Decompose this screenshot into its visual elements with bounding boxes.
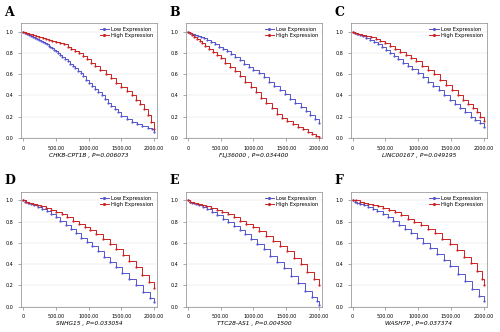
X-axis label: LINC00167 , P=0.049195: LINC00167 , P=0.049195 xyxy=(382,153,456,158)
X-axis label: TTC28-AS1 , P=0.004500: TTC28-AS1 , P=0.004500 xyxy=(216,321,292,326)
Text: A: A xyxy=(4,6,15,19)
Text: D: D xyxy=(4,174,16,187)
Text: F: F xyxy=(334,174,343,187)
Text: B: B xyxy=(170,6,180,19)
Legend: Low Expression, High Expression: Low Expression, High Expression xyxy=(98,26,155,39)
Legend: Low Expression, High Expression: Low Expression, High Expression xyxy=(264,26,320,39)
Text: E: E xyxy=(170,174,179,187)
X-axis label: SNHG15 , P=0.033054: SNHG15 , P=0.033054 xyxy=(56,321,122,326)
Legend: Low Expression, High Expression: Low Expression, High Expression xyxy=(98,195,155,208)
Text: C: C xyxy=(334,6,344,19)
X-axis label: FLJ36000 , P=0.034400: FLJ36000 , P=0.034400 xyxy=(220,153,288,158)
X-axis label: CHKB-CPT1B , P=0.006073: CHKB-CPT1B , P=0.006073 xyxy=(50,153,129,158)
Legend: Low Expression, High Expression: Low Expression, High Expression xyxy=(428,26,484,39)
X-axis label: WASH7P , P=0.037374: WASH7P , P=0.037374 xyxy=(386,321,452,326)
Legend: Low Expression, High Expression: Low Expression, High Expression xyxy=(428,195,484,208)
Legend: Low Expression, High Expression: Low Expression, High Expression xyxy=(264,195,320,208)
